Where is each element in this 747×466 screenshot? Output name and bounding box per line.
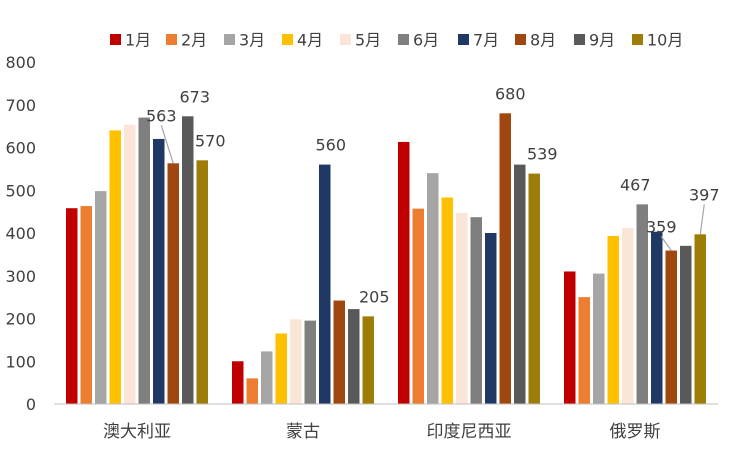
legend-label-4: 5月: [355, 31, 381, 50]
bar-2-4: [456, 212, 468, 404]
bar-3-4: [622, 227, 634, 404]
bar-0-2: [95, 191, 107, 404]
bar-0-6: [153, 138, 165, 404]
bar-2-3: [441, 197, 453, 404]
bar-3-3: [607, 235, 619, 404]
bar-0-3: [109, 130, 121, 404]
y-tick-label-6: 600: [5, 139, 36, 158]
data-label-1: 673: [179, 87, 210, 106]
bar-1-2: [261, 351, 273, 404]
bar-2-8: [514, 164, 526, 404]
y-tick-label-4: 400: [5, 224, 36, 243]
data-label-3: 560: [315, 136, 346, 155]
legend-swatch-7: [515, 34, 526, 45]
y-tick-label-5: 500: [5, 181, 36, 200]
legend-swatch-4: [340, 34, 351, 45]
bar-0-8: [182, 116, 194, 404]
bar-1-8: [348, 309, 360, 404]
data-label-7: 467: [620, 175, 651, 194]
legend-label-2: 3月: [239, 31, 265, 50]
y-tick-label-8: 800: [5, 53, 36, 72]
bar-2-7: [499, 113, 511, 405]
bar-1-7: [333, 300, 345, 404]
bar-0-1: [80, 206, 92, 404]
legend-label-6: 7月: [473, 31, 499, 50]
leader-line-8: [660, 236, 672, 251]
y-tick-label-0: 0: [26, 395, 36, 414]
bar-0-0: [66, 208, 78, 404]
legend-swatch-2: [224, 34, 235, 45]
bar-3-2: [593, 273, 605, 404]
legend-swatch-0: [110, 34, 121, 45]
x-tick-label-3: 俄罗斯: [610, 422, 661, 442]
label-leader-lines: [160, 125, 705, 251]
legend-label-9: 10月: [647, 31, 683, 50]
legend-label-1: 2月: [181, 31, 207, 50]
bar-2-9: [528, 173, 540, 404]
leader-line-9: [699, 204, 705, 235]
bar-2-1: [412, 208, 424, 404]
bar-3-5: [636, 204, 648, 404]
bar-3-1: [578, 297, 590, 404]
legend-label-8: 9月: [589, 31, 615, 50]
leader-line-0: [160, 125, 174, 164]
y-tick-label-7: 700: [5, 96, 36, 115]
legend-swatch-8: [574, 34, 585, 45]
data-label-8: 359: [646, 218, 677, 237]
y-tick-label-3: 300: [5, 267, 36, 286]
data-label-5: 680: [495, 84, 526, 103]
bar-1-1: [246, 378, 258, 404]
bar-3-8: [680, 245, 692, 404]
x-tick-label-1: 蒙古: [286, 422, 320, 442]
bar-0-9: [196, 160, 208, 404]
bar-2-6: [485, 233, 497, 404]
legend-label-3: 4月: [297, 31, 323, 50]
legend: 1月 2月 3月 4月 5月 6月 7月 8月 9月 10月: [110, 31, 683, 50]
bar-1-0: [232, 361, 244, 404]
legend-swatch-5: [398, 34, 409, 45]
bar-0-7: [167, 163, 179, 404]
bar-1-3: [275, 333, 287, 404]
data-label-0: 563: [146, 106, 177, 125]
legend-swatch-3: [282, 34, 293, 45]
legend-label-0: 1月: [125, 31, 151, 50]
legend-label-7: 8月: [530, 31, 556, 50]
x-axis: 澳大利亚 蒙古 印度尼西亚 俄罗斯: [103, 422, 661, 442]
bar-0-5: [138, 117, 150, 404]
bar-1-5: [304, 320, 316, 404]
bar-1-4: [290, 319, 302, 404]
bar-0-4: [124, 124, 136, 404]
data-label-2: 570: [195, 131, 226, 150]
data-label-6: 539: [527, 145, 558, 164]
bar-2-2: [427, 173, 439, 404]
x-tick-label-0: 澳大利亚: [103, 422, 171, 442]
bar-3-0: [564, 271, 576, 404]
bar-3-6: [651, 231, 663, 404]
y-tick-label-1: 100: [5, 352, 36, 371]
data-label-4: 205: [359, 287, 390, 306]
bar-1-9: [362, 316, 374, 404]
data-label-9: 397: [689, 185, 720, 204]
x-tick-label-2: 印度尼西亚: [427, 422, 512, 442]
legend-swatch-9: [632, 34, 643, 45]
bar-3-7: [665, 250, 677, 404]
legend-swatch-6: [458, 34, 469, 45]
bar-1-6: [319, 164, 331, 404]
y-tick-label-2: 200: [5, 310, 36, 329]
legend-label-5: 6月: [413, 31, 439, 50]
legend-swatch-1: [166, 34, 177, 45]
y-axis: 0 100 200 300 400 500 600 700 800: [5, 53, 36, 414]
bar-2-5: [470, 217, 482, 404]
bars: [66, 113, 706, 405]
bar-3-9: [694, 234, 706, 404]
bar-2-0: [398, 141, 410, 404]
